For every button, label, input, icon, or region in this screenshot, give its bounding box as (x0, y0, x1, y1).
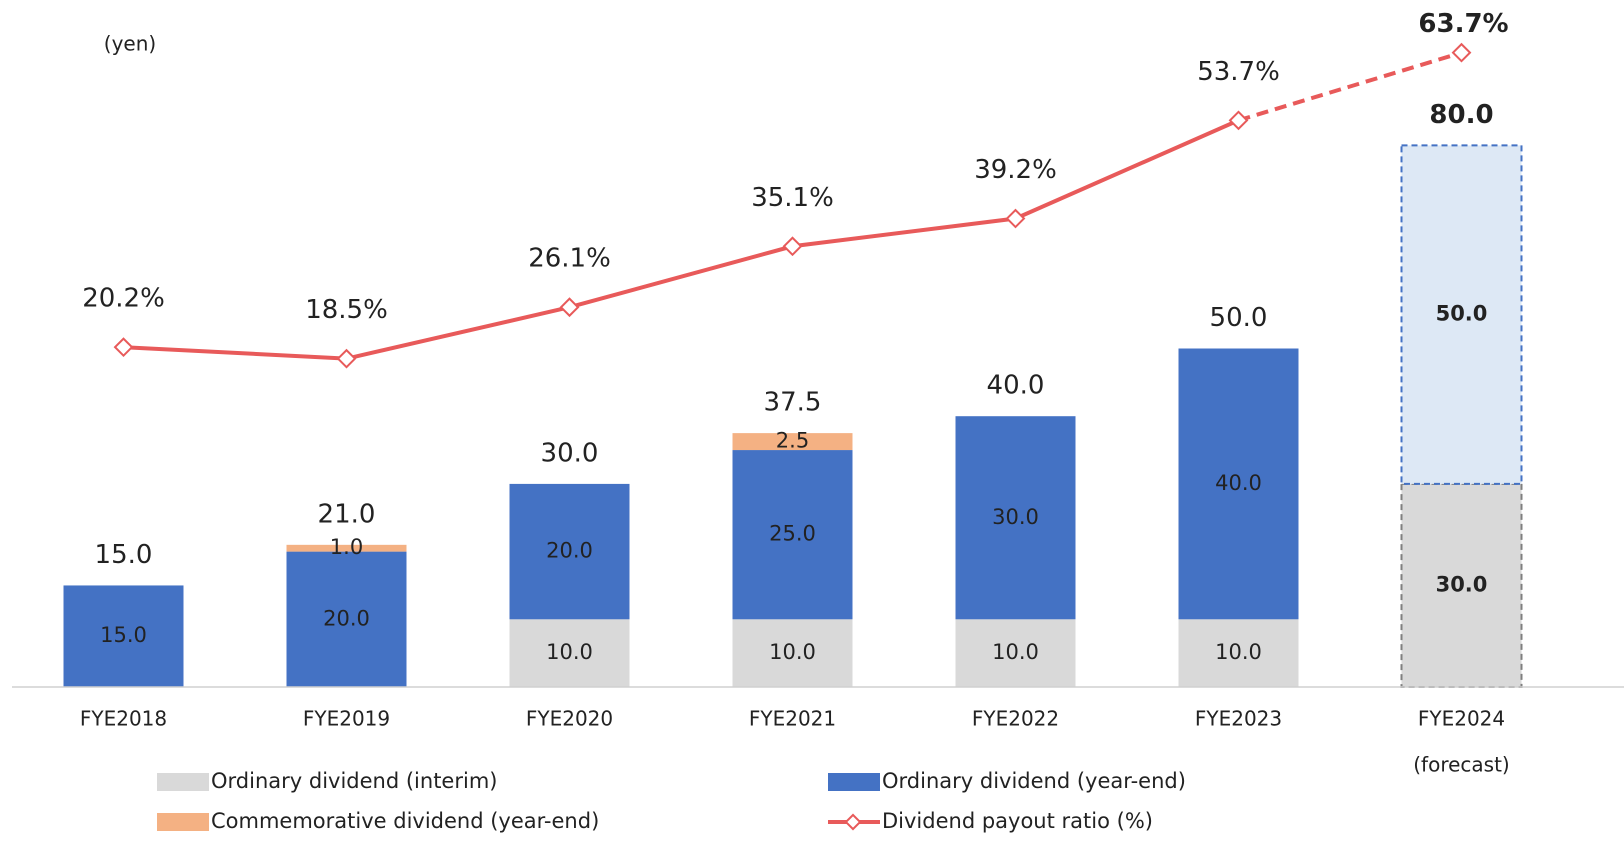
payout-label: 20.2% (82, 284, 165, 314)
payout-label: 53.7% (1197, 57, 1280, 87)
bar-segment (63, 585, 184, 687)
x-tick-label: FYE2022 (972, 707, 1059, 731)
segment-label: 10.0 (992, 640, 1039, 664)
bar-segment (732, 450, 853, 620)
payout-marker (1005, 208, 1026, 229)
payout-line-forecast (1237, 50, 1463, 123)
payout-marker (336, 348, 357, 369)
bar-segment (1400, 144, 1523, 485)
payout-label: 26.1% (528, 244, 611, 274)
x-tick-label: FYE2021 (749, 707, 836, 731)
segment-label: 2.5 (776, 429, 809, 453)
bar-segment (732, 433, 853, 451)
bar-segment (286, 544, 407, 552)
total-label: 50.0 (1210, 303, 1268, 333)
segment-label: 10.0 (546, 640, 593, 664)
x-tick-label: FYE2020 (526, 707, 613, 731)
segment-label: 20.0 (323, 606, 370, 630)
payout-marker (1451, 42, 1472, 63)
legend-swatch (828, 773, 880, 791)
total-label: 30.0 (541, 438, 599, 468)
total-label: 15.0 (95, 540, 153, 570)
forecast-label: (forecast) (1413, 753, 1509, 777)
bar-segment (732, 619, 853, 687)
x-tick-label: FYE2018 (80, 707, 167, 731)
bar-segment (1400, 482, 1523, 688)
segment-label: 20.0 (546, 539, 593, 563)
payout-label: 18.5% (305, 295, 388, 325)
y-axis-label: (yen) (104, 32, 156, 56)
legend-swatch (157, 773, 209, 791)
legend-label: Ordinary dividend (year-end) (882, 769, 1186, 793)
legend-swatch (157, 813, 209, 831)
segment-label: 10.0 (769, 640, 816, 664)
bar-segment (955, 416, 1076, 620)
bar-segment (286, 551, 407, 687)
payout-line (123, 118, 1240, 361)
x-tick-label: FYE2023 (1195, 707, 1282, 731)
payout-label: 39.2% (974, 155, 1057, 185)
segment-label: 1.0 (330, 535, 363, 559)
bar-segment (509, 619, 630, 687)
legend-label: Dividend payout ratio (%) (882, 809, 1153, 833)
total-label: 21.0 (318, 499, 376, 529)
segment-label: 25.0 (769, 522, 816, 546)
legend-label: Ordinary dividend (interim) (211, 769, 497, 793)
payout-marker (113, 337, 134, 358)
payout-marker (559, 297, 580, 318)
segment-label: 40.0 (1215, 471, 1262, 495)
payout-marker (1228, 110, 1249, 131)
segment-label: 30.0 (1436, 572, 1488, 596)
payout-label: 35.1% (751, 183, 834, 213)
segment-label: 10.0 (1215, 640, 1262, 664)
legend-label: Commemorative dividend (year-end) (211, 809, 599, 833)
legend-marker (844, 813, 862, 831)
x-tick-label: FYE2019 (303, 707, 390, 731)
payout-label: 63.7% (1418, 9, 1508, 39)
payout-marker (782, 236, 803, 257)
x-tick-label: FYE2024 (1418, 707, 1505, 731)
segment-label: 15.0 (100, 623, 147, 647)
total-label: 37.5 (764, 388, 822, 418)
bar-segment (509, 483, 630, 620)
segment-label: 30.0 (992, 505, 1039, 529)
bar-segment (1178, 348, 1299, 620)
total-label: 80.0 (1429, 100, 1493, 130)
segment-label: 50.0 (1436, 302, 1488, 326)
total-label: 40.0 (987, 371, 1045, 401)
bar-segment (955, 619, 1076, 687)
bar-segment (1178, 619, 1299, 687)
